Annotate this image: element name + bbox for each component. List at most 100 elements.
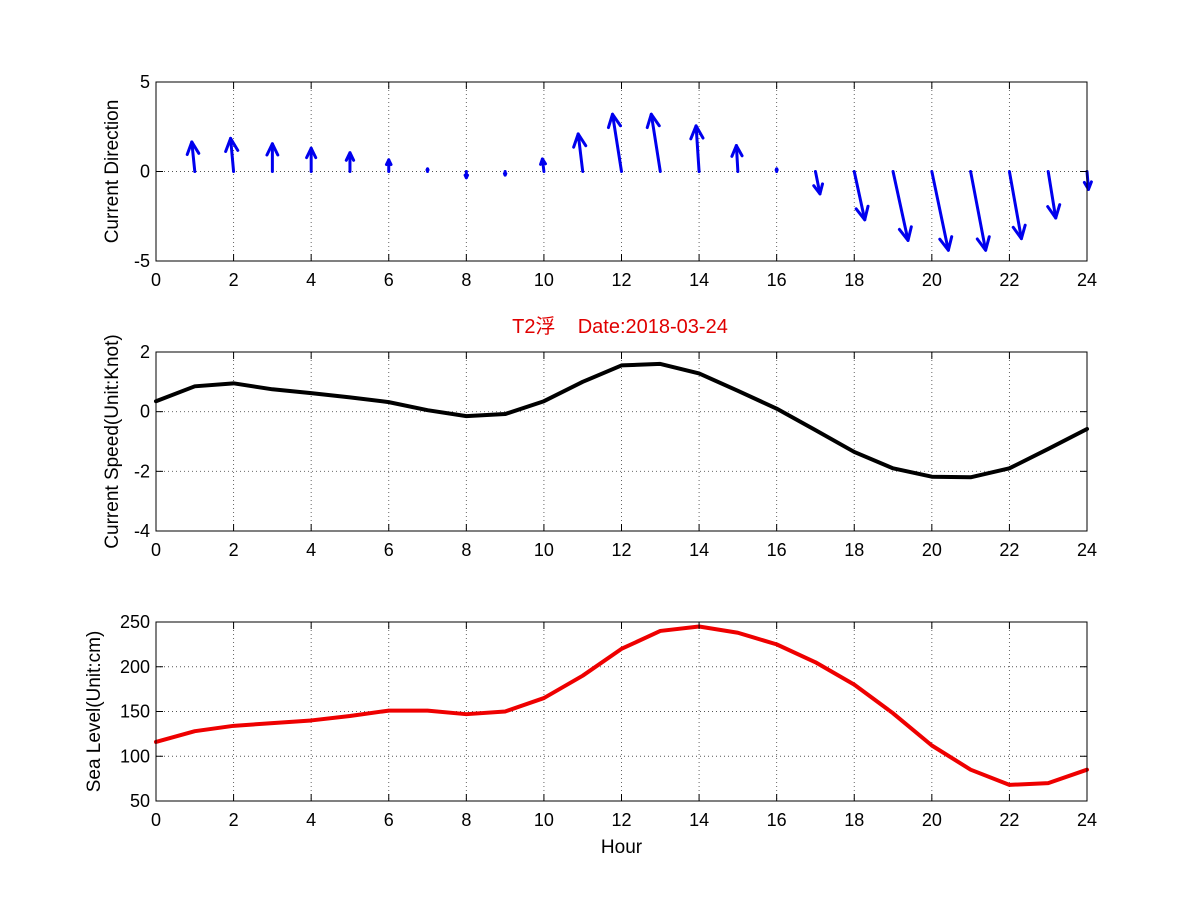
y-tick-label: 0 [140, 162, 150, 182]
arrow-head [645, 112, 661, 130]
y-tick-label: 100 [120, 746, 150, 766]
arrow-head [975, 235, 991, 252]
y-tick-label: 0 [140, 402, 150, 422]
arrow-head [1046, 203, 1062, 220]
x-tick-label: 4 [306, 270, 316, 290]
y-tick-label: 250 [120, 612, 150, 632]
current-arrow [930, 170, 954, 252]
x-tick-label: 16 [767, 540, 787, 560]
x-tick-label: 12 [611, 810, 631, 830]
x-tick-label: 4 [306, 540, 316, 560]
current-arrow [572, 132, 588, 173]
x-tick-label: 6 [384, 810, 394, 830]
arrow-head [185, 140, 201, 157]
current-arrow [344, 151, 356, 173]
plot-area [156, 622, 1087, 801]
y-tick-label: 50 [130, 791, 150, 811]
x-tick-label: 8 [461, 810, 471, 830]
current-arrow [812, 170, 825, 196]
current-arrow [852, 170, 870, 222]
x-tick-label: 20 [922, 810, 942, 830]
y-axis-label: Current Speed(Unit:Knot) [102, 334, 123, 548]
arrow-shaft [611, 112, 623, 173]
arrow-head [384, 158, 393, 167]
x-tick-label: 12 [611, 540, 631, 560]
x-axis-label: Hour [601, 837, 643, 858]
arrow-head [854, 204, 870, 222]
arrow-head [1082, 180, 1093, 191]
x-tick-label: 16 [767, 810, 787, 830]
y-tick-label: -4 [134, 521, 150, 541]
x-tick-label: 6 [384, 270, 394, 290]
arrow-head [689, 124, 705, 141]
x-tick-label: 10 [534, 540, 554, 560]
x-tick-label: 24 [1077, 810, 1097, 830]
x-tick-label: 12 [611, 270, 631, 290]
arrow-head [812, 182, 825, 196]
arrow-shaft [891, 170, 910, 242]
current-arrow [265, 142, 280, 173]
current-arrow [463, 170, 470, 180]
current-arrow [606, 112, 623, 173]
arrow-shaft [694, 124, 701, 173]
y-axis-label: Current Direction [102, 100, 123, 244]
arrow-head [1011, 223, 1027, 241]
y-axis-label: Sea Level(Unit:cm) [84, 631, 105, 793]
figure-title: T2浮 Date:2018-03-24 [512, 315, 728, 338]
y-tick-label: 200 [120, 657, 150, 677]
arrow-shaft [1007, 170, 1023, 241]
x-tick-label: 2 [229, 270, 239, 290]
x-tick-label: 22 [999, 270, 1019, 290]
x-tick-label: 14 [689, 810, 709, 830]
arrow-head [938, 235, 954, 252]
current-arrow [224, 136, 240, 173]
x-tick-label: 24 [1077, 270, 1097, 290]
arrow-head [305, 146, 318, 160]
current-arrow [1046, 170, 1062, 220]
y-tick-label: -2 [134, 461, 150, 481]
arrow-shaft [813, 170, 822, 196]
arrow-shaft [190, 140, 197, 173]
x-tick-label: 10 [534, 270, 554, 290]
x-tick-label: 8 [461, 540, 471, 560]
current-arrow [969, 170, 991, 252]
x-tick-label: 8 [461, 270, 471, 290]
x-tick-label: 14 [689, 270, 709, 290]
y-tick-label: 5 [140, 72, 150, 92]
x-tick-label: 18 [844, 810, 864, 830]
x-tick-label: 0 [151, 540, 161, 560]
y-tick-label: 2 [140, 342, 150, 362]
arrow-shaft [649, 112, 662, 173]
x-tick-label: 20 [922, 540, 942, 560]
series-line [154, 624, 1089, 787]
arrow-head [265, 142, 280, 157]
arrow-shaft [576, 132, 585, 173]
x-tick-label: 6 [384, 540, 394, 560]
x-tick-label: 24 [1077, 540, 1097, 560]
x-tick-label: 4 [306, 810, 316, 830]
current-arrow [502, 170, 508, 177]
x-tick-label: 0 [151, 270, 161, 290]
x-tick-label: 22 [999, 810, 1019, 830]
x-tick-label: 18 [844, 540, 864, 560]
arrow-head [502, 172, 508, 177]
current-arrow [539, 157, 547, 173]
y-tick-label: -5 [134, 251, 150, 271]
x-tick-label: 20 [922, 270, 942, 290]
arrow-head [572, 132, 588, 149]
current-arrow [774, 167, 779, 173]
current-arrow [185, 140, 201, 173]
current-arrow [384, 158, 393, 173]
x-tick-label: 22 [999, 540, 1019, 560]
arrow-shaft [930, 170, 950, 252]
x-tick-label: 16 [767, 270, 787, 290]
x-tick-label: 18 [844, 270, 864, 290]
current-arrow [730, 144, 744, 173]
arrow-shaft [734, 144, 740, 173]
arrow-head [730, 144, 744, 158]
arrow-shaft [229, 136, 236, 173]
current-arrow [689, 124, 705, 173]
x-tick-label: 2 [229, 810, 239, 830]
